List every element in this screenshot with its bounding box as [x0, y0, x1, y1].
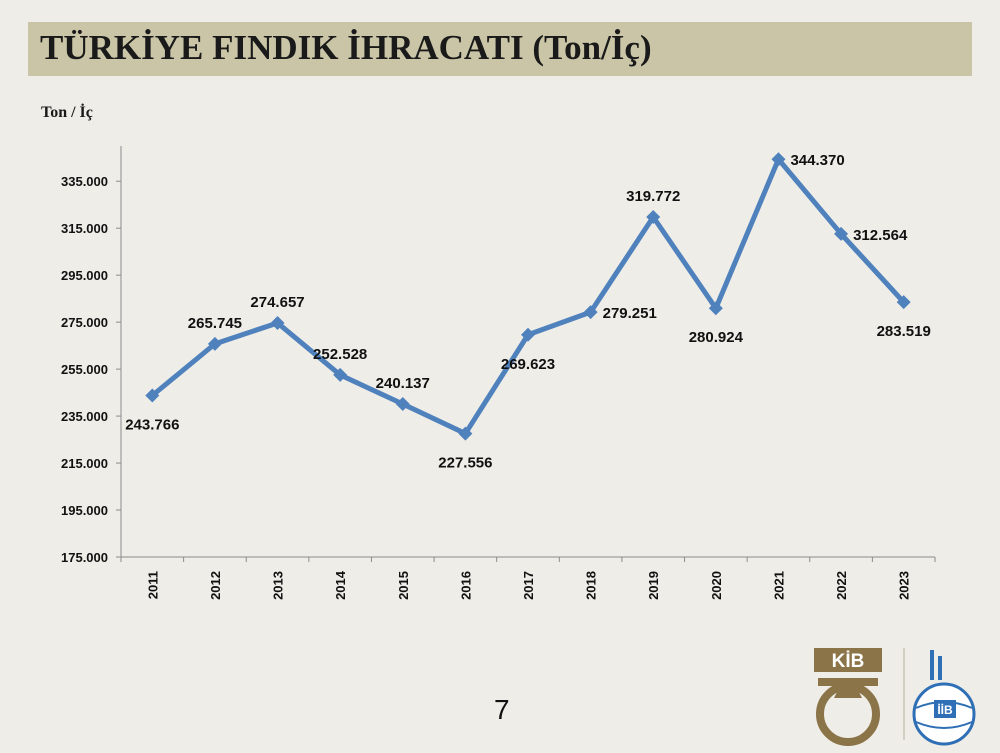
x-tick-label: 2019	[646, 571, 661, 600]
y-tick-label: 215.000	[61, 456, 108, 471]
y-tick-label: 255.000	[61, 362, 108, 377]
x-tick-label: 2016	[458, 571, 473, 600]
y-tick-label: 315.000	[61, 221, 108, 236]
data-point	[333, 367, 348, 382]
x-tick-label: 2011	[145, 571, 160, 599]
x-tick-label: 2021	[771, 571, 786, 600]
y-tick-label: 295.000	[61, 268, 108, 283]
y-tick-label: 235.000	[61, 409, 108, 424]
data-point	[708, 301, 723, 316]
data-point	[834, 226, 849, 241]
data-point	[270, 315, 285, 330]
data-point	[207, 336, 222, 351]
data-label: 227.556	[438, 455, 492, 472]
data-label: 265.745	[188, 315, 242, 332]
data-label: 240.137	[376, 375, 430, 392]
x-tick-label: 2022	[834, 571, 849, 600]
kib-logo: KİB	[814, 648, 882, 746]
data-point	[583, 305, 598, 320]
data-label: 312.564	[853, 227, 908, 244]
y-tick-label: 175.000	[61, 550, 108, 565]
page-title: TÜRKİYE FINDIK İHRACATI (Ton/İç)	[40, 28, 652, 67]
iib-logo: İİB	[912, 650, 976, 746]
data-label: 252.528	[313, 346, 367, 363]
y-tick-label: 195.000	[61, 503, 108, 518]
y-axis-label: Ton / İç	[41, 104, 93, 121]
kib-logo-text: KİB	[832, 651, 865, 672]
x-tick-label: 2020	[709, 571, 724, 600]
data-label: 280.924	[689, 329, 744, 346]
line-chart: 175.000 195.000 215.000 235.000 255.000 275.0…	[61, 146, 936, 600]
x-tick-label: 2015	[396, 571, 411, 600]
y-tick-label: 275.000	[61, 315, 108, 330]
data-label: 274.657	[250, 294, 304, 311]
x-tick-label: 2012	[208, 571, 223, 600]
data-point	[896, 295, 911, 310]
iib-logo-text: İİB	[937, 702, 953, 717]
data-label: 269.623	[501, 356, 555, 373]
y-tick-label: 335.000	[61, 174, 108, 189]
x-tick-label: 2017	[521, 571, 536, 600]
data-label: 344.370	[790, 152, 844, 169]
data-point	[395, 397, 410, 412]
data-point	[521, 327, 535, 342]
x-tick-label: 2023	[897, 571, 912, 600]
x-tick-label: 2014	[333, 570, 348, 600]
data-label: 279.251	[603, 305, 657, 322]
x-tick-label: 2018	[584, 571, 599, 600]
logo-area: KİB İİB	[808, 640, 988, 748]
data-point	[646, 209, 661, 224]
data-point	[771, 152, 786, 167]
data-point	[458, 426, 473, 441]
x-tick-label: 2013	[271, 571, 286, 600]
data-label: 243.766	[125, 416, 179, 433]
data-label: 283.519	[877, 323, 931, 340]
data-label: 319.772	[626, 188, 680, 205]
title-bar: TÜRKİYE FINDIK İHRACATI (Ton/İç)	[28, 22, 972, 76]
page-number: 7	[494, 694, 510, 725]
data-point	[145, 388, 160, 403]
